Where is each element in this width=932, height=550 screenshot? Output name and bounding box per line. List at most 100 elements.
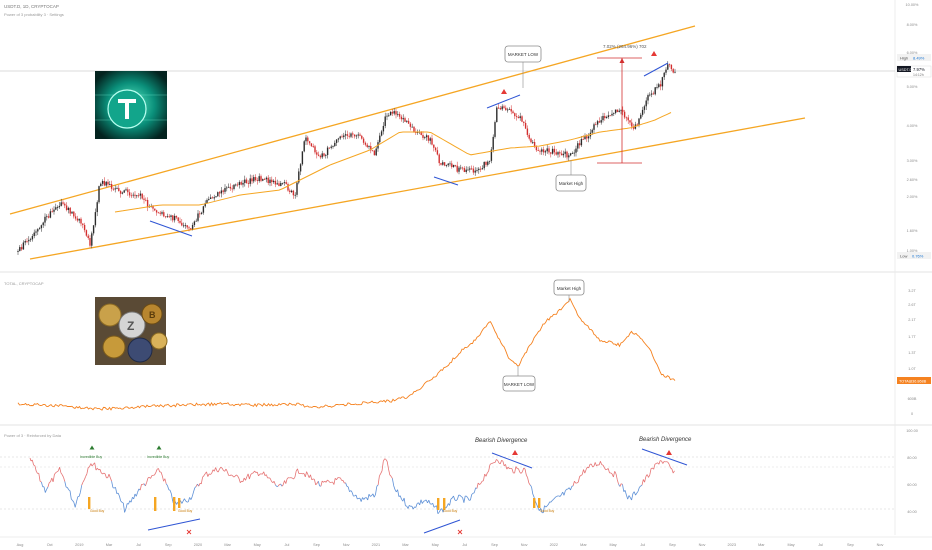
candle-body bbox=[438, 154, 440, 164]
oscillator-segment bbox=[610, 472, 613, 475]
oscillator-segment bbox=[381, 461, 384, 471]
candle-body bbox=[604, 115, 606, 119]
candle-body bbox=[17, 251, 19, 252]
oscillator-segment bbox=[31, 459, 34, 466]
oscillator-segment bbox=[215, 467, 218, 472]
candle-body bbox=[353, 134, 356, 137]
indicator-title[interactable]: Power of 3 probability 3 · Settings bbox=[4, 12, 64, 17]
candle-body bbox=[272, 180, 275, 183]
oscillator-segment bbox=[537, 507, 540, 511]
good-buy-label-2: Good Buy bbox=[178, 509, 193, 513]
oscillator-segment bbox=[176, 501, 179, 505]
candle-body bbox=[82, 223, 84, 225]
time-axis-tick-label: 2021 bbox=[372, 543, 380, 547]
oscillator-segment bbox=[377, 475, 380, 486]
candle-body bbox=[548, 148, 550, 153]
time-axis[interactable]: Aug Oct 2019 Mar Jul Sep 2020 Mar May Jul Sep Nov 20… bbox=[17, 543, 884, 547]
candle-body bbox=[519, 116, 521, 119]
oscillator-segment bbox=[210, 473, 212, 475]
oscillator-segment bbox=[501, 459, 504, 462]
oscillator-segment bbox=[640, 484, 643, 487]
oscillator-segment bbox=[529, 484, 532, 488]
candle-body bbox=[474, 170, 476, 173]
candle-body bbox=[337, 138, 340, 140]
oscillator-segment bbox=[466, 495, 469, 499]
candle-body bbox=[550, 152, 552, 154]
oscillator-segment bbox=[660, 460, 662, 462]
oscillator-segment bbox=[81, 481, 84, 486]
oscillator-segment bbox=[191, 491, 194, 497]
low-price-label: Low 0.76% bbox=[897, 252, 931, 259]
oscillator-segment bbox=[601, 464, 604, 466]
sub-price-axis[interactable]: 3.2T 2.6T 2.1T 1.7T 1.3T 1.0T 600B 0 bbox=[908, 289, 917, 416]
channel-upper-line[interactable] bbox=[9, 25, 696, 215]
oscillator-segment bbox=[540, 508, 543, 513]
candle-body bbox=[487, 161, 489, 165]
candle-body bbox=[665, 69, 667, 73]
candle-body bbox=[395, 111, 397, 115]
oscillator-segment bbox=[658, 460, 661, 465]
oscillator-segment bbox=[54, 472, 57, 475]
candle-body bbox=[607, 115, 610, 118]
oscillator-segment bbox=[392, 478, 395, 486]
candle-body bbox=[222, 190, 224, 192]
oscillator-segment bbox=[286, 477, 289, 480]
sub-market-high-label: Market High bbox=[557, 286, 582, 291]
osc-value-axis[interactable]: 100.00 80.00 60.00 40.00 bbox=[906, 429, 918, 514]
candle-body bbox=[200, 212, 203, 214]
candle-body bbox=[530, 138, 532, 143]
oscillator-segment bbox=[559, 494, 562, 497]
oscillator-segment bbox=[109, 477, 112, 482]
oscillator-segment bbox=[342, 480, 345, 484]
buy-signal-bar bbox=[88, 497, 91, 509]
candle-body bbox=[134, 194, 136, 196]
measure-tool[interactable] bbox=[597, 57, 642, 164]
candle-body bbox=[478, 168, 480, 171]
oscillator-segment bbox=[328, 480, 331, 483]
oscillator-segment bbox=[546, 504, 549, 507]
candle-body bbox=[587, 136, 590, 139]
oscillator-segment bbox=[450, 497, 453, 500]
osc-pane-title[interactable]: Power of 3 · Reinforced by Data bbox=[4, 433, 62, 438]
warning-icon bbox=[512, 450, 518, 455]
candle-body bbox=[382, 125, 385, 132]
candle-body bbox=[618, 110, 620, 112]
candle-body bbox=[499, 108, 502, 110]
candle-body bbox=[632, 126, 635, 129]
tether-logo-image bbox=[95, 71, 167, 139]
channel-lower-line[interactable] bbox=[29, 117, 806, 260]
oscillator-segment bbox=[593, 462, 596, 467]
candle-body bbox=[496, 107, 498, 123]
candle-body bbox=[596, 121, 599, 125]
symbol-title[interactable]: USDT.D, 1D, CRYPTOCAP bbox=[4, 4, 59, 9]
candle-body bbox=[85, 230, 88, 236]
oscillator-segment bbox=[574, 480, 577, 484]
oscillator-segment bbox=[315, 483, 318, 486]
sub-pane-title[interactable]: TOTAL, CRYPTOCAP bbox=[4, 281, 44, 286]
buy-signal-bars bbox=[88, 497, 541, 511]
candle-body bbox=[96, 202, 98, 213]
time-axis-tick-label: Jul bbox=[284, 543, 289, 547]
oscillator-segment bbox=[518, 468, 521, 473]
oscillator-segment bbox=[616, 479, 619, 485]
candle-body bbox=[74, 216, 77, 219]
candle-body bbox=[71, 211, 73, 214]
candle-body bbox=[42, 222, 44, 226]
candle-body bbox=[292, 190, 295, 196]
oscillator-segment bbox=[548, 501, 551, 505]
oscillator-segment bbox=[429, 503, 432, 505]
oscillator-segment bbox=[615, 473, 618, 480]
candle-body bbox=[47, 216, 50, 218]
candle-body bbox=[654, 87, 656, 95]
candle-body bbox=[578, 143, 581, 146]
oscillator-segment bbox=[397, 489, 400, 497]
main-price-axis[interactable]: 10.00% 8.00% 6.00% 5.00% 4.00% 3.00% 2.60% 2.00… bbox=[906, 3, 920, 253]
oscillator-segment bbox=[636, 491, 639, 494]
oscillator-segment bbox=[119, 495, 122, 502]
oscillator-segment bbox=[165, 483, 168, 486]
oscillator-segment bbox=[213, 467, 216, 472]
candle-body bbox=[114, 188, 116, 190]
oscillator-segment bbox=[528, 482, 531, 486]
sub-axis-tick-label: 1.3T bbox=[908, 351, 916, 355]
time-axis-tick-label: Sep bbox=[165, 543, 172, 547]
